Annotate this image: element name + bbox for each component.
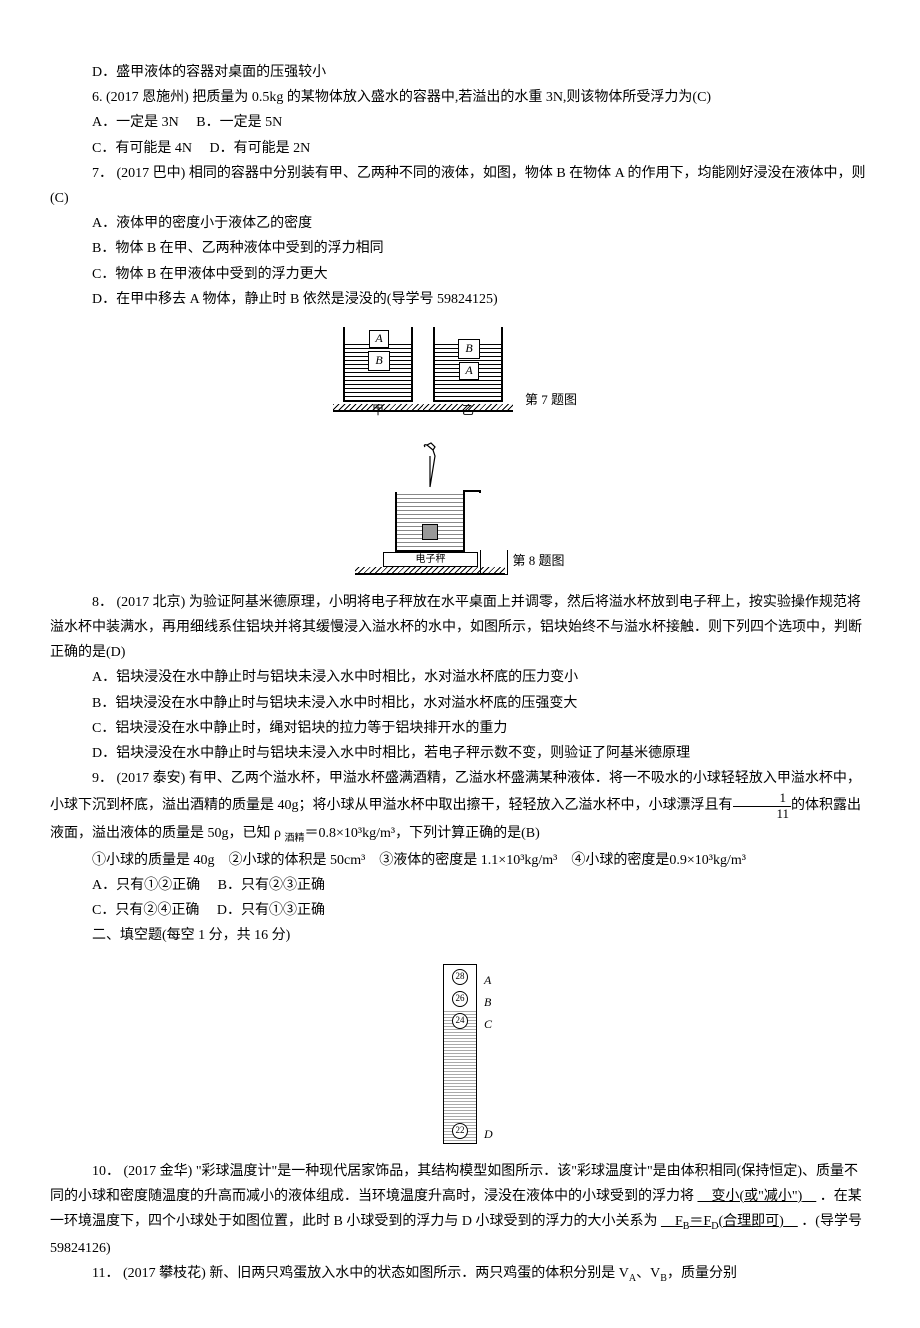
block-a-2: A xyxy=(459,362,479,380)
q6-d: D．有可能是 2N xyxy=(209,141,310,156)
q6-src: (2017 恩施州) xyxy=(106,90,189,105)
q8-figure: 电子秤 第 8 题图 xyxy=(50,442,870,575)
q6-stem: 6. (2017 恩施州) 把质量为 0.5kg 的某物体放入盛水的容器中,若溢… xyxy=(50,85,870,110)
q11-stem: 11． (2017 攀枝花) 新、旧两只鸡蛋放入水中的状态如图所示．两只鸡蛋的体… xyxy=(50,1261,870,1288)
q11-text3: ，质量分别 xyxy=(667,1266,737,1281)
ball-c-label: C xyxy=(484,1014,492,1036)
block-a-1: A xyxy=(369,330,389,348)
q7-d: D．在甲中移去 A 物体，静止时 B 依然是浸没的(导学号 59824125) xyxy=(50,287,870,312)
q6-opt-ab: A．一定是 3N B．一定是 5N xyxy=(50,110,870,135)
q9-stem: 9． (2017 泰安) 有甲、乙两个溢水杯，甲溢水杯盛满酒精，乙溢水杯盛满某种… xyxy=(50,766,870,848)
label-jia: 甲 xyxy=(372,400,384,422)
q8-a: A．铝块浸没在水中静止时与铝块未浸入水中时相比，水对溢水杯底的压力变小 xyxy=(50,665,870,690)
small-cup xyxy=(480,550,508,575)
q6-num: 6 xyxy=(92,90,99,105)
label-yi: 乙 xyxy=(462,400,474,422)
sub-vb: B xyxy=(660,1273,667,1284)
q6-c: C．有可能是 4N xyxy=(92,141,192,156)
q11-text2: 、V xyxy=(636,1266,660,1281)
ball-d-label: D xyxy=(484,1124,493,1146)
fraction: 111 xyxy=(733,791,792,821)
q10-stem: 10． (2017 金华) "彩球温度计"是一种现代居家饰品，其结构模型如图所示… xyxy=(50,1159,870,1261)
q10-src: (2017 金华) xyxy=(124,1164,193,1179)
sub-alcohol: 酒精 xyxy=(285,833,305,844)
q8-stem: 8． (2017 北京) 为验证阿基米德原理，小明将电子秤放在水平桌面上并调零，… xyxy=(50,590,870,666)
q9-opts: ①小球的质量是 40g ②小球的体积是 50cm³ ③液体的密度是 1.1×10… xyxy=(50,848,870,873)
hand-icon xyxy=(415,442,445,492)
frac-den: 11 xyxy=(733,807,792,821)
q7-b: B．物体 B 在甲、乙两种液体中受到的浮力相同 xyxy=(50,236,870,261)
q7-a: A．液体甲的密度小于液体乙的密度 xyxy=(50,211,870,236)
q7-c: C．物体 B 在甲液体中受到的浮力更大 xyxy=(50,262,870,287)
block-b-1: B xyxy=(368,351,390,371)
q9-text-c: ＝0.8×10³kg/m³，下列计算正确的是(B) xyxy=(305,826,540,841)
q6-opt-cd: C．有可能是 4N D．有可能是 2N xyxy=(50,136,870,161)
ball-d: 22 xyxy=(452,1123,468,1139)
thermometer-figure: 28 A 26 B 24 C 22 D xyxy=(50,964,870,1144)
q11-src: (2017 攀枝花) xyxy=(123,1266,206,1281)
q11-text: 新、旧两只鸡蛋放入水中的状态如图所示．两只鸡蛋的体积分别是 V xyxy=(209,1266,629,1281)
ball-b: 26 xyxy=(452,991,468,1007)
q9-b: B．只有②③正确 xyxy=(218,878,325,893)
q8-c: C．铝块浸没在水中静止时，绳对铝块的拉力等于铝块排开水的重力 xyxy=(50,716,870,741)
q9-a: A．只有①②正确 xyxy=(92,878,200,893)
q8-d: D．铝块浸没在水中静止时与铝块未浸入水中时相比，若电子秤示数不变，则验证了阿基米… xyxy=(50,741,870,766)
q9-src: (2017 泰安) xyxy=(117,771,186,786)
q7-src: (2017 巴中) xyxy=(117,166,186,181)
q7-fig-label: 第 7 题图 xyxy=(525,388,577,411)
frac-num: 1 xyxy=(733,791,792,806)
q6-b: B．一定是 5N xyxy=(196,115,282,130)
q8-b: B．铝块浸没在水中静止时与铝块未浸入水中时相比，水对溢水杯底的压强变大 xyxy=(50,691,870,716)
aluminum-block xyxy=(422,524,438,540)
q8-fig-label: 第 8 题图 xyxy=(512,549,564,572)
q8-num: 8 xyxy=(92,595,99,610)
q7-stem: 7． (2017 巴中) 相同的容器中分别装有甲、乙两种不同的液体，如图，物体 … xyxy=(50,161,870,211)
ball-c: 24 xyxy=(452,1013,468,1029)
q10-num: 10 xyxy=(92,1164,106,1179)
q10-ans1: 变小(或"减小") xyxy=(698,1189,817,1204)
block-b-2: B xyxy=(458,339,480,359)
electronic-scale: 电子秤 xyxy=(383,552,478,567)
q7-num: 7 xyxy=(92,166,99,181)
q11-num: 11 xyxy=(92,1266,105,1281)
section-2-heading: 二、填空题(每空 1 分，共 16 分) xyxy=(50,923,870,948)
q8-src: (2017 北京) xyxy=(117,595,186,610)
beaker-jia: A B 甲 xyxy=(343,327,413,402)
q6-text: 把质量为 0.5kg 的某物体放入盛水的容器中,若溢出的水重 3N,则该物体所受… xyxy=(192,90,711,105)
q5-option-d: D．盛甲液体的容器对桌面的压强较小 xyxy=(50,60,870,85)
q9-d: D．只有①③正确 xyxy=(217,903,325,918)
q7-figure: A B 甲 B A 乙 第 7 题图 xyxy=(50,327,870,575)
q9-c: C．只有②④正确 xyxy=(92,903,199,918)
ball-a-label: A xyxy=(484,970,491,992)
ball-b-label: B xyxy=(484,992,491,1014)
overflow-cup xyxy=(395,492,465,552)
q9-ab: A．只有①②正确 B．只有②③正确 xyxy=(50,873,870,898)
q9-cd: C．只有②④正确 D．只有①③正确 xyxy=(50,898,870,923)
beaker-yi: B A 乙 xyxy=(433,327,503,402)
q9-num: 9 xyxy=(92,771,99,786)
q6-a: A．一定是 3N xyxy=(92,115,179,130)
ball-a: 28 xyxy=(452,969,468,985)
q10-ans2: FB＝FD(合理即可) xyxy=(661,1214,798,1229)
